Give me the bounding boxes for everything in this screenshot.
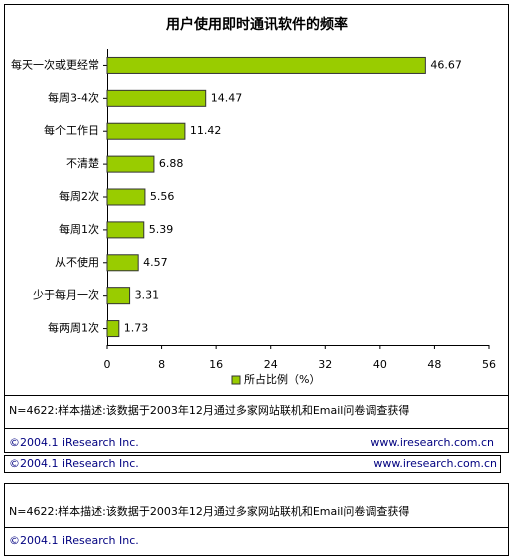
y-tick-label: 不清楚: [66, 156, 99, 170]
value-label: 1.73: [124, 322, 149, 335]
value-label: 5.56: [150, 190, 175, 203]
x-tick-label: 8: [158, 358, 165, 371]
y-tick-label: 每天一次或更经常: [11, 57, 99, 71]
x-tick-label: 32: [318, 358, 332, 371]
x-tick-label: 56: [482, 358, 496, 371]
y-tick-label: 每周1次: [59, 222, 99, 236]
footer-frame: [4, 455, 501, 473]
value-label: 11.42: [190, 124, 222, 137]
bar: [106, 254, 139, 272]
x-tick-label: 0: [104, 358, 111, 371]
x-tick-label: 24: [264, 358, 278, 371]
bar: [106, 56, 426, 74]
copyright: ©2004.1 iResearch Inc.: [9, 436, 139, 449]
bar: [106, 287, 131, 305]
footer-frame: [4, 483, 509, 556]
chart-title: 用户使用即时通讯软件的频率: [166, 16, 348, 33]
bar: [106, 122, 186, 140]
legend-label: 所占比例（%）: [244, 372, 320, 386]
y-tick-label: 少于每月一次: [33, 288, 99, 302]
y-tick-label: 每两周1次: [48, 321, 99, 335]
value-label: 46.67: [430, 58, 462, 71]
x-tick-label: 16: [209, 358, 223, 371]
y-tick-label: 每周2次: [59, 189, 99, 203]
note: N=4622:样本描述:该数据于2003年12月通过多家网站联机和Email问卷…: [9, 504, 409, 518]
bar: [106, 320, 120, 338]
website: www.iresearch.com.cn: [373, 457, 497, 470]
copyright: ©2004.1 iResearch Inc.: [9, 534, 139, 547]
x-tick-label: 40: [373, 358, 387, 371]
legend-swatch: [231, 375, 241, 385]
y-tick-label: 每周3-4次: [48, 90, 99, 104]
bar: [106, 89, 207, 107]
x-tick-label: 48: [427, 358, 441, 371]
bar: [106, 188, 146, 206]
chart-frame: [4, 4, 509, 453]
value-label: 4.57: [143, 256, 168, 269]
copyright: ©2004.1 iResearch Inc.: [9, 457, 139, 470]
y-tick-label: 每个工作日: [44, 123, 99, 137]
bar: [106, 155, 155, 173]
website: www.iresearch.com.cn: [370, 436, 494, 449]
bar: [106, 221, 145, 239]
value-label: 14.47: [211, 91, 243, 104]
note: N=4622:样本描述:该数据于2003年12月通过多家网站联机和Email问卷…: [9, 403, 409, 417]
value-label: 5.39: [149, 223, 174, 236]
y-tick-label: 从不使用: [55, 256, 99, 269]
value-label: 6.88: [159, 157, 184, 170]
value-label: 3.31: [135, 289, 160, 302]
